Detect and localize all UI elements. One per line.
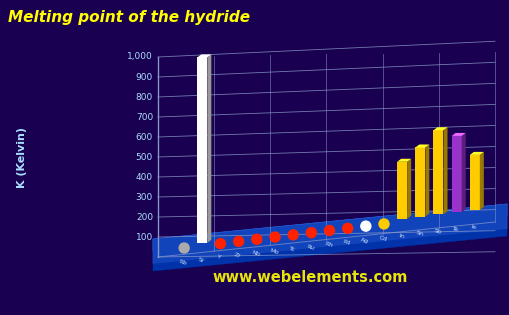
Polygon shape bbox=[479, 152, 483, 210]
Polygon shape bbox=[469, 152, 483, 155]
Circle shape bbox=[179, 243, 189, 253]
Circle shape bbox=[306, 228, 316, 238]
Text: Melting point of the hydride: Melting point of the hydride bbox=[8, 10, 249, 25]
Text: Ie: Ie bbox=[469, 224, 476, 230]
Bar bbox=[451, 136, 461, 212]
Polygon shape bbox=[443, 127, 446, 215]
Text: Ag: Ag bbox=[359, 237, 369, 244]
Bar bbox=[197, 57, 207, 243]
Text: Sr: Sr bbox=[197, 257, 205, 263]
Bar bbox=[414, 147, 425, 217]
Bar bbox=[469, 155, 479, 210]
Text: Nb: Nb bbox=[250, 250, 260, 257]
Text: 400: 400 bbox=[135, 173, 153, 181]
Polygon shape bbox=[153, 204, 506, 264]
Polygon shape bbox=[207, 54, 211, 243]
Polygon shape bbox=[406, 159, 410, 219]
Text: 300: 300 bbox=[135, 192, 153, 202]
Polygon shape bbox=[433, 127, 446, 130]
Bar bbox=[433, 130, 443, 215]
Circle shape bbox=[233, 237, 243, 246]
Text: 900: 900 bbox=[135, 72, 153, 82]
Polygon shape bbox=[197, 54, 211, 57]
Text: Y: Y bbox=[216, 255, 221, 261]
Text: Rh: Rh bbox=[323, 242, 332, 249]
Text: Zr: Zr bbox=[233, 252, 241, 259]
Text: Sn: Sn bbox=[414, 231, 423, 238]
Polygon shape bbox=[153, 204, 506, 251]
Text: Pd: Pd bbox=[342, 239, 350, 246]
Polygon shape bbox=[397, 159, 410, 162]
Bar bbox=[397, 162, 406, 219]
Circle shape bbox=[215, 239, 225, 249]
Circle shape bbox=[269, 232, 279, 242]
Text: 600: 600 bbox=[135, 133, 153, 141]
Polygon shape bbox=[414, 145, 429, 147]
Text: 500: 500 bbox=[135, 152, 153, 162]
Polygon shape bbox=[425, 145, 429, 217]
Text: www.webelements.com: www.webelements.com bbox=[212, 270, 407, 284]
Text: K (Kelvin): K (Kelvin) bbox=[17, 127, 27, 187]
Circle shape bbox=[360, 221, 370, 231]
Text: Sb: Sb bbox=[432, 228, 441, 235]
Text: 700: 700 bbox=[135, 112, 153, 122]
Polygon shape bbox=[461, 133, 465, 212]
Text: Cd: Cd bbox=[378, 235, 387, 242]
Text: 100: 100 bbox=[135, 232, 153, 242]
Circle shape bbox=[342, 223, 352, 233]
Text: 1,000: 1,000 bbox=[127, 53, 153, 61]
Text: 800: 800 bbox=[135, 93, 153, 101]
Polygon shape bbox=[153, 229, 506, 271]
Circle shape bbox=[324, 226, 334, 236]
Circle shape bbox=[251, 234, 261, 244]
Text: In: In bbox=[397, 233, 404, 239]
Text: Tc: Tc bbox=[288, 246, 295, 252]
Circle shape bbox=[378, 219, 388, 229]
Text: Ru: Ru bbox=[305, 244, 314, 251]
Text: 200: 200 bbox=[135, 213, 153, 221]
Polygon shape bbox=[451, 133, 465, 136]
Text: Te: Te bbox=[451, 226, 459, 233]
Circle shape bbox=[288, 230, 298, 240]
Text: Rb: Rb bbox=[178, 259, 187, 266]
Text: Mo: Mo bbox=[268, 248, 278, 255]
